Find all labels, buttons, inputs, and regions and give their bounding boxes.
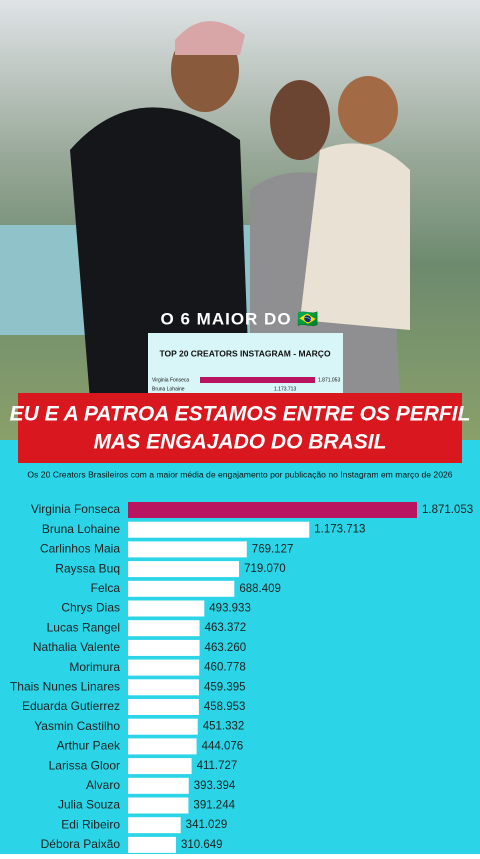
category-label: Julia Souza <box>58 798 120 812</box>
category-label: Bruna Lohaine <box>42 522 120 536</box>
value-label: 493.933 <box>209 603 251 615</box>
value-label: 458.953 <box>204 701 246 713</box>
category-label: Alvaro <box>86 778 120 792</box>
bar <box>128 679 199 696</box>
bar <box>128 758 192 775</box>
category-label: Edi Ribeiro <box>61 817 120 831</box>
person <box>70 107 250 400</box>
value-label: 444.076 <box>202 740 244 752</box>
category-label: Nathalia Valente <box>33 640 120 654</box>
bar <box>128 718 198 735</box>
category-label: Arthur Paek <box>57 739 121 753</box>
inset-value: 1.173.713 <box>274 386 296 392</box>
bar <box>128 521 310 538</box>
inset-label: Bruna Lohaine <box>152 386 185 392</box>
category-label: Larissa Gloor <box>49 758 120 772</box>
bar <box>128 639 200 656</box>
chart: Os 20 Creators Brasileiros com a maior m… <box>0 440 480 854</box>
bar <box>128 699 199 715</box>
chart-subtitle: Os 20 Creators Brasileiros com a maior m… <box>27 469 452 479</box>
bar <box>128 580 235 597</box>
inset-label: Virginia Fonseca <box>152 377 189 383</box>
banner-text: EU E A PATROA ESTAMOS ENTRE OS PERFIL <box>10 403 471 426</box>
inset-value: 1.871.053 <box>318 377 340 383</box>
value-label: 1.871.053 <box>422 504 473 516</box>
value-label: 310.649 <box>181 839 223 851</box>
bar <box>128 561 240 578</box>
category-label: Lucas Rangel <box>47 620 120 634</box>
bar <box>128 502 417 518</box>
bar <box>128 817 181 834</box>
bar <box>128 836 176 853</box>
bar <box>128 600 205 617</box>
category-label: Débora Paixão <box>41 837 121 851</box>
value-label: 459.395 <box>204 681 246 693</box>
inset-bar <box>200 377 315 383</box>
value-label: 411.727 <box>197 760 238 772</box>
value-label: 1.173.713 <box>314 524 365 536</box>
value-label: 460.778 <box>204 662 246 674</box>
bar <box>128 541 247 558</box>
bar <box>128 777 189 794</box>
child-head <box>338 76 398 144</box>
category-label: Thais Nunes Linares <box>10 679 120 693</box>
person-head <box>270 80 330 160</box>
inset-title: TOP 20 CREATORS INSTAGRAM - MARÇO <box>159 348 331 358</box>
category-label: Yasmin Castilho <box>34 719 120 733</box>
value-label: 463.260 <box>205 642 247 654</box>
value-label: 451.332 <box>203 721 245 733</box>
bar <box>128 659 200 676</box>
category-label: Rayssa Buq <box>55 561 120 575</box>
category-label: Carlinhos Maia <box>40 542 120 556</box>
cap <box>175 21 245 55</box>
value-label: 393.394 <box>194 780 236 792</box>
category-label: Eduarda Gutierrez <box>22 699 120 713</box>
category-label: Morimura <box>69 660 120 674</box>
value-label: 391.244 <box>193 800 235 812</box>
banner <box>18 393 462 463</box>
category-label: Felca <box>91 581 121 595</box>
value-label: 688.409 <box>239 583 281 595</box>
inset-card <box>148 333 343 395</box>
bar <box>128 797 189 814</box>
value-label: 341.029 <box>186 819 228 831</box>
bar <box>128 738 197 755</box>
value-label: 719.070 <box>244 563 286 575</box>
banner-text: MAS ENGAJADO DO BRASIL <box>94 431 387 454</box>
bar <box>128 620 200 637</box>
child <box>300 143 410 330</box>
category-label: Chrys Dias <box>61 601 120 615</box>
caption: O 6 MAIOR DO 🇧🇷 <box>161 309 320 328</box>
value-label: 769.127 <box>252 543 294 555</box>
category-label: Virginia Fonseca <box>31 502 120 516</box>
value-label: 463.372 <box>205 622 247 634</box>
